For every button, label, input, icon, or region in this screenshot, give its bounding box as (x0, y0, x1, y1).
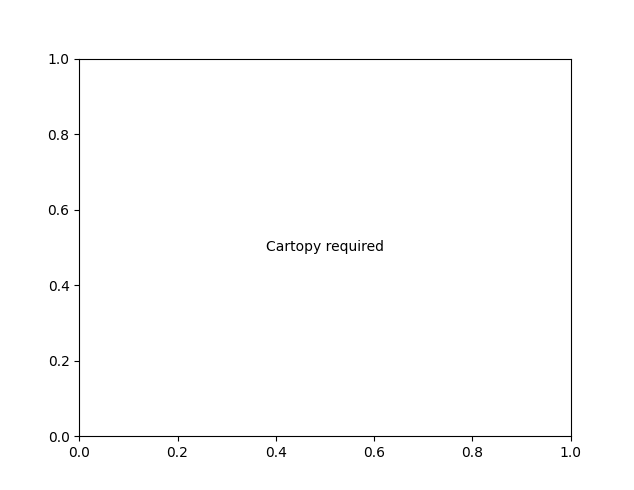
Text: Cartopy required: Cartopy required (266, 241, 384, 254)
